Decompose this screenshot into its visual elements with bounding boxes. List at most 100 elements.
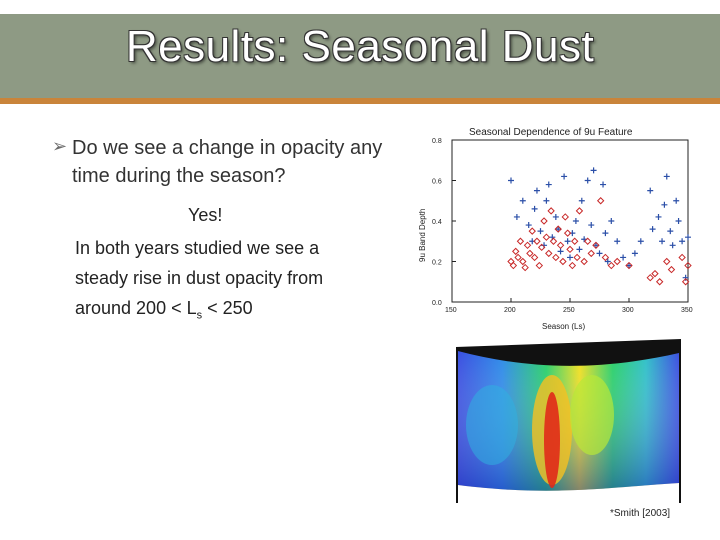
data-point-plus <box>584 177 591 184</box>
answer-prefix: In both years studied we see a steady ri… <box>75 238 324 318</box>
data-point-diamond <box>530 253 539 262</box>
data-point-plus <box>592 242 599 249</box>
data-point-diamond <box>554 225 562 233</box>
title-bar <box>0 14 720 104</box>
data-point-diamond <box>607 261 616 270</box>
data-point-plus <box>608 218 615 224</box>
data-point-diamond <box>549 237 558 245</box>
data-point-plus <box>679 238 686 245</box>
data-point-diamond <box>568 261 577 270</box>
data-point-plus <box>508 177 514 184</box>
data-point-plus <box>531 205 538 212</box>
data-point-diamond <box>651 269 659 278</box>
data-point-plus <box>525 222 532 229</box>
data-point-plus <box>576 246 583 253</box>
data-point-plus <box>620 254 627 261</box>
data-point-diamond <box>566 245 574 254</box>
data-point-diamond <box>523 241 532 250</box>
scatter-chart: Seasonal Dependence of 9u Feature 9u Ban… <box>418 127 693 331</box>
data-point-plus <box>659 238 666 245</box>
data-point-diamond <box>533 237 541 245</box>
data-point-diamond <box>509 261 518 270</box>
data-point-diamond <box>601 253 610 262</box>
data-point-diamond <box>512 247 520 256</box>
y-tick-label: 0.8 <box>432 138 442 145</box>
data-point-diamond <box>587 249 595 258</box>
answer-subscript: s <box>196 309 203 322</box>
data-point-plus <box>572 218 579 224</box>
data-point-plus <box>655 213 662 220</box>
x-tick-label: 150 <box>445 307 457 314</box>
data-point-diamond <box>571 237 579 245</box>
data-point-diamond <box>625 261 633 270</box>
data-point-diamond <box>580 257 588 266</box>
chart-title: Seasonal Dependence of 9u Feature <box>469 127 633 138</box>
citation: *Smith [2003] <box>610 508 671 519</box>
data-point-plus <box>533 187 540 194</box>
y-tick-label: 0.4 <box>432 219 442 226</box>
data-point-plus <box>545 181 552 188</box>
data-point-diamond <box>519 257 527 266</box>
y-tick-label: 0.2 <box>432 260 442 267</box>
data-point-diamond <box>573 253 581 262</box>
data-point-diamond <box>526 249 534 258</box>
data-point-plus <box>519 197 526 204</box>
y-axis-label: 9u Band Depth <box>418 209 427 262</box>
data-point-plus <box>557 248 564 255</box>
data-point-plus <box>685 234 691 241</box>
data-point-diamond <box>514 253 522 262</box>
data-point-diamond <box>684 261 692 270</box>
data-point-plus <box>649 226 656 233</box>
data-point-diamond <box>667 265 676 274</box>
data-point-diamond <box>552 253 560 262</box>
data-points <box>507 167 692 286</box>
x-axis-label: Season (Ls) <box>542 322 585 331</box>
data-point-plus <box>682 274 689 281</box>
axis-ticks: 150 200 250 300 350 0.0 0.2 0.4 0.6 0.8 <box>432 138 693 314</box>
data-point-plus <box>614 238 621 245</box>
answer-text: In both years studied we see a steady ri… <box>75 233 375 331</box>
data-point-diamond <box>547 207 555 215</box>
data-point-plus <box>663 173 670 180</box>
data-point-diamond <box>559 257 567 266</box>
data-point-plus <box>604 258 611 265</box>
data-point-diamond <box>575 207 584 215</box>
data-point-plus <box>561 173 568 180</box>
answer-suffix: < 250 <box>202 298 253 318</box>
data-point-plus <box>600 181 607 188</box>
data-point-diamond <box>583 237 592 245</box>
data-point-plus <box>555 226 562 233</box>
data-point-plus <box>552 213 559 220</box>
data-point-diamond <box>545 249 553 258</box>
data-point-plus <box>543 197 550 204</box>
data-point-diamond <box>535 261 544 270</box>
data-point-plus <box>537 228 544 235</box>
data-point-diamond <box>507 257 515 266</box>
data-point-plus <box>513 213 520 220</box>
data-point-diamond <box>521 263 529 272</box>
data-point-diamond <box>655 278 664 286</box>
data-point-diamond <box>613 257 621 266</box>
data-point-diamond <box>561 213 569 221</box>
data-point-diamond <box>678 253 686 262</box>
x-tick-label: 250 <box>563 307 575 314</box>
y-tick-label: 0.6 <box>432 179 442 186</box>
data-point-plus <box>578 197 585 204</box>
data-point-diamond <box>663 257 671 266</box>
data-point-plus <box>637 238 644 245</box>
data-point-plus <box>647 187 654 194</box>
x-tick-label: 200 <box>504 307 516 314</box>
data-point-plus <box>631 250 638 257</box>
data-point-plus <box>661 201 668 208</box>
data-point-diamond <box>540 217 548 225</box>
data-point-plus <box>564 238 571 245</box>
data-point-diamond <box>528 227 536 235</box>
data-point-diamond <box>596 197 605 205</box>
x-tick-label: 350 <box>681 307 693 314</box>
answer-yes: Yes! <box>188 205 223 225</box>
data-point-diamond <box>516 237 525 245</box>
data-point-plus <box>602 230 609 237</box>
data-point-diamond <box>681 278 690 286</box>
data-point-plus <box>673 197 680 204</box>
data-point-diamond <box>563 229 572 237</box>
